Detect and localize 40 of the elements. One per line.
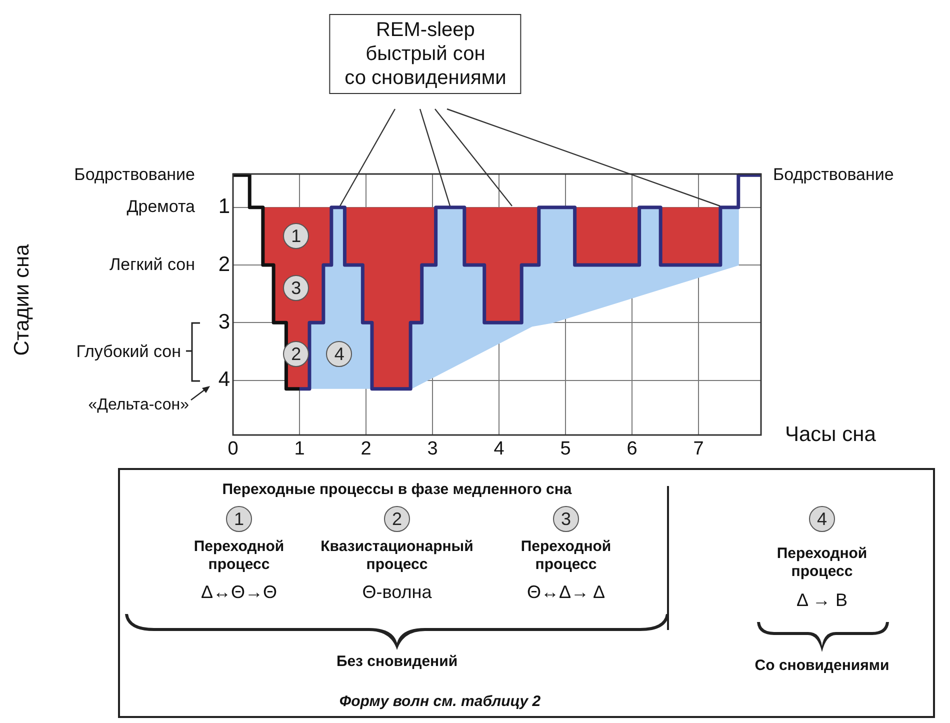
x-tick-label: 6 [626,438,638,460]
text: Переходной процесс [194,538,284,574]
text: Со сновидениями [754,657,890,675]
annotation: Бодрствование [773,165,894,186]
text: Переходной процесс [776,545,868,581]
text: Без сновидений [336,653,458,671]
y-tick-label: 3 [218,310,230,334]
text: Форму волн см. таблицу 2 [339,693,541,711]
annotation: 3 [283,275,310,302]
text: Θ↔Δ→ Δ [526,582,606,604]
text: 4 [809,506,835,532]
x-tick-label: 5 [560,438,571,460]
x-tick-label: 2 [360,438,372,460]
annotation: REM-sleep быстрый сон со сновидениями [330,14,522,94]
y-tick-label: 1 [218,195,230,218]
text: Квазистационарный процесс [320,538,474,574]
text: Дремота [126,196,195,218]
text: 2 [384,506,410,532]
annotation: 4 [326,341,352,368]
text: Θ-волна [362,582,432,604]
x-tick-label: 1 [294,438,305,460]
text: Стадии сна [9,244,34,356]
text: Переходные процессы в фазе медленного сна [222,481,572,499]
x-axis-title: Часы сна [785,423,876,447]
x-tick-label: 0 [228,438,238,460]
annotation: Бодрствование [74,165,195,186]
text: Δ↔Θ→Θ [200,582,278,604]
x-tick-label: 3 [427,438,438,460]
x-tick-label: 7 [693,438,704,460]
text: 3 [553,506,579,532]
text: Легкий сон [110,254,195,276]
y-tick-label: 2 [218,252,230,276]
text: Переходной процесс [520,538,612,574]
annotation: 2 [283,341,310,368]
annotation: 1 [283,223,310,250]
text: «Дельта-сон» [88,395,189,415]
text: Глубокий сон [76,342,181,362]
text: Δ → B [796,590,848,612]
y-tick-label: 4 [218,368,230,392]
x-tick-label: 4 [494,438,505,460]
